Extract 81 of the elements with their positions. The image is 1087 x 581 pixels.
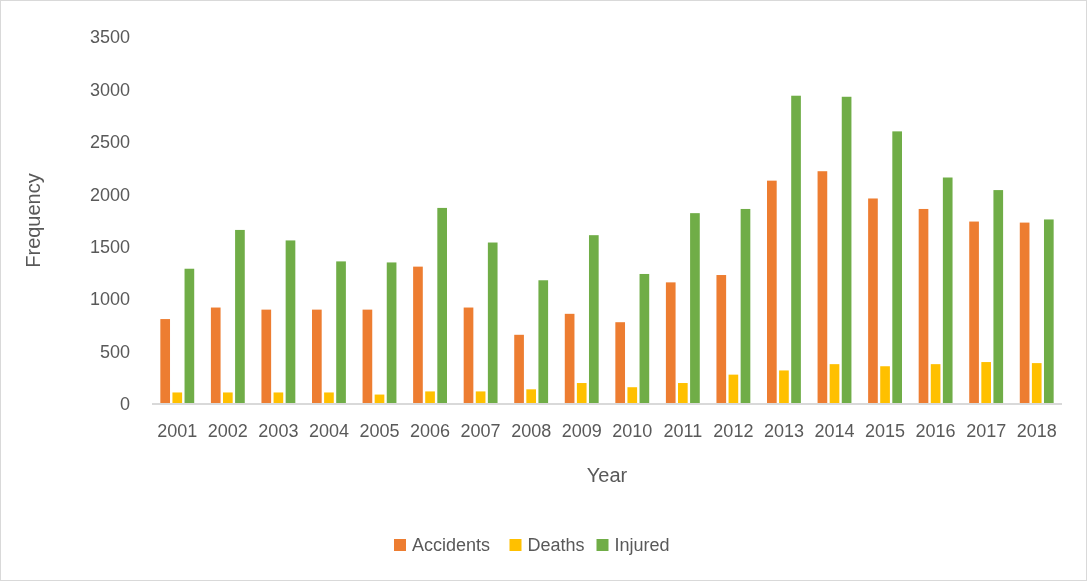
bar xyxy=(362,309,373,404)
bar xyxy=(1043,219,1054,404)
x-tick-label: 2013 xyxy=(763,421,804,441)
bar xyxy=(235,229,245,404)
y-tick-label: 3500 xyxy=(89,27,130,48)
bar xyxy=(690,213,700,404)
bar xyxy=(868,198,878,404)
bar xyxy=(767,180,777,404)
bar xyxy=(463,307,474,404)
bar xyxy=(285,240,296,404)
bar xyxy=(210,307,221,404)
bar xyxy=(538,280,549,404)
bar xyxy=(437,207,447,404)
x-tick-label: 2005 xyxy=(359,421,400,441)
legend-label: Deaths xyxy=(527,535,585,556)
bar xyxy=(677,383,688,404)
y-axis-title: Frequency xyxy=(22,173,44,268)
bar xyxy=(261,309,272,404)
x-axis-title: Year xyxy=(586,464,628,486)
bar xyxy=(514,334,524,404)
bar xyxy=(942,177,953,404)
bar xyxy=(880,366,890,404)
bar xyxy=(615,322,626,404)
bar xyxy=(222,392,233,404)
y-tick-label: 0 xyxy=(119,394,130,415)
bar xyxy=(1031,363,1042,404)
y-tick-label: 2000 xyxy=(89,184,130,205)
bar xyxy=(829,364,840,404)
x-tick-label: 2002 xyxy=(207,421,248,441)
legend-label: Accidents xyxy=(412,535,491,556)
bar xyxy=(740,208,751,404)
bar xyxy=(564,313,575,404)
y-tick-label: 1500 xyxy=(89,237,130,258)
x-tick-label: 2010 xyxy=(612,421,653,441)
x-tick-label: 2015 xyxy=(865,421,906,441)
bar xyxy=(487,242,498,404)
x-tick-label: 2003 xyxy=(258,421,299,441)
bar xyxy=(576,383,587,404)
bar xyxy=(969,221,979,404)
bar xyxy=(425,391,435,404)
bar xyxy=(312,309,322,404)
bar xyxy=(665,282,676,404)
y-tick-label: 2500 xyxy=(89,132,130,153)
bar xyxy=(791,95,801,404)
x-tick-label: 2018 xyxy=(1016,421,1057,441)
y-tick-label: 3000 xyxy=(89,79,130,100)
bar xyxy=(627,387,638,404)
bar xyxy=(817,171,828,404)
x-tick-label: 2017 xyxy=(966,421,1007,441)
x-tick-label: 2016 xyxy=(915,421,956,441)
x-tick-label: 2008 xyxy=(511,421,552,441)
bar xyxy=(892,131,902,404)
legend-label: Injured xyxy=(614,535,670,556)
y-tick-label: 500 xyxy=(99,341,130,362)
bar xyxy=(160,319,171,404)
bar xyxy=(993,190,1004,404)
bar xyxy=(324,392,334,404)
x-tick-label: 2007 xyxy=(460,421,501,441)
x-tick-label: 2001 xyxy=(157,421,198,441)
x-tick-label: 2012 xyxy=(713,421,754,441)
y-tick-label: 1000 xyxy=(89,289,130,310)
bar xyxy=(336,261,346,404)
bar xyxy=(981,362,992,404)
bar xyxy=(918,208,929,404)
bar xyxy=(716,275,727,404)
bar xyxy=(184,268,195,404)
x-tick-label: 2014 xyxy=(814,421,855,441)
bar xyxy=(172,392,183,404)
bar xyxy=(841,96,852,404)
bar xyxy=(1019,222,1030,404)
bar xyxy=(588,235,599,404)
x-tick-label: 2009 xyxy=(561,421,602,441)
bar xyxy=(386,262,397,404)
bar xyxy=(413,266,423,404)
bar xyxy=(779,370,789,404)
bar xyxy=(639,273,650,404)
bar xyxy=(930,364,941,404)
x-tick-label: 2011 xyxy=(663,421,703,441)
x-tick-label: 2004 xyxy=(308,421,349,441)
bar xyxy=(526,389,537,404)
x-tick-label: 2006 xyxy=(410,421,451,441)
